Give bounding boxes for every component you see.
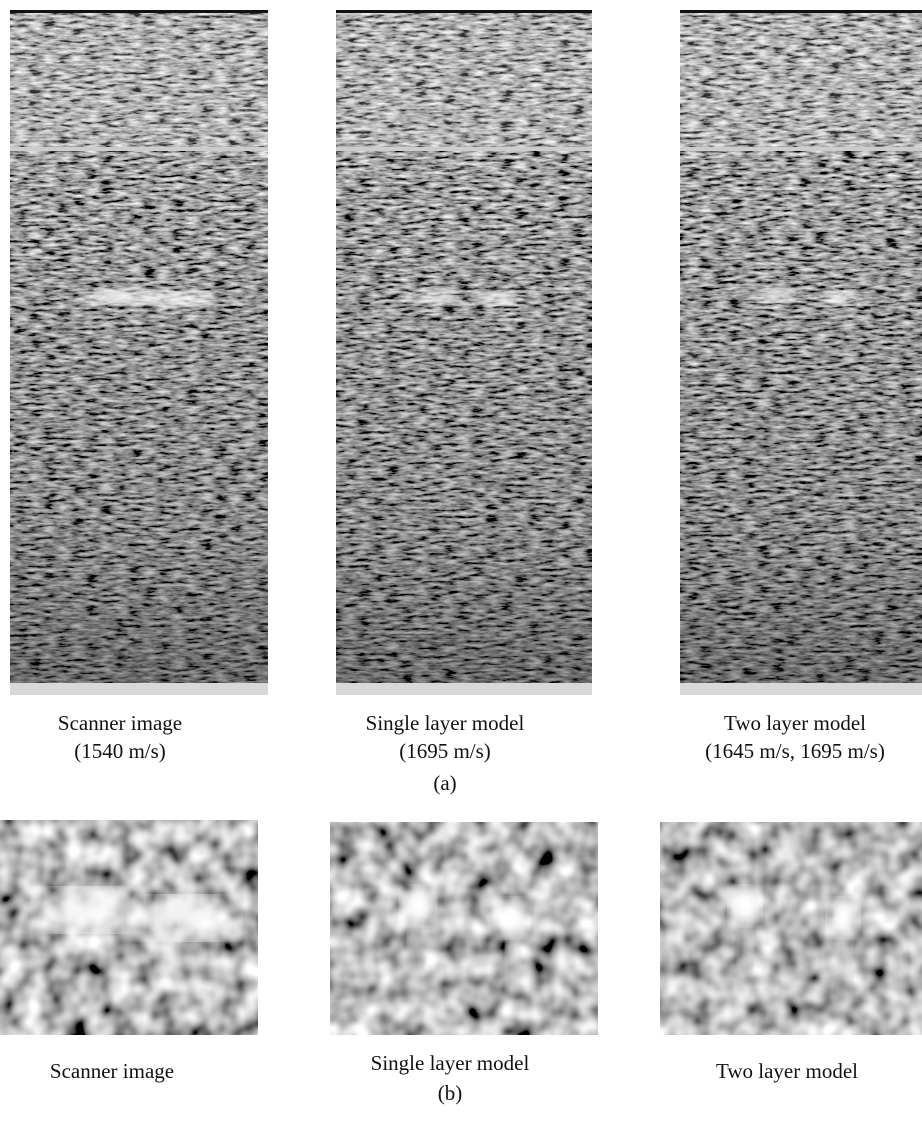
caption: Two layer model — [716, 1059, 858, 1083]
ultrasound-image — [336, 10, 592, 695]
caption: (1540 m/s) — [74, 739, 166, 763]
caption: Two layer model — [724, 711, 866, 735]
caption: Single layer model — [366, 711, 525, 735]
ultrasound-image — [10, 10, 268, 695]
ultrasound-image — [680, 10, 922, 695]
zoomed-image — [0, 820, 258, 1035]
caption: Single layer model — [371, 1051, 530, 1075]
zoomed-image — [330, 822, 598, 1035]
caption: (1645 m/s, 1695 m/s) — [705, 739, 885, 763]
caption: Scanner image — [58, 711, 182, 735]
zoomed-image — [660, 822, 922, 1035]
panel-label: (a) — [433, 771, 456, 795]
figure: Scanner image (1540 m/s) Single layer mo… — [0, 0, 922, 1136]
caption: (1695 m/s) — [399, 739, 491, 763]
panel-label: (b) — [438, 1081, 463, 1105]
caption: Scanner image — [50, 1059, 174, 1083]
